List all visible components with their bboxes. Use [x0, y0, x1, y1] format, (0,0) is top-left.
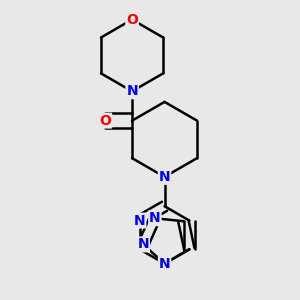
Text: N: N — [126, 84, 138, 98]
Text: N: N — [159, 256, 170, 271]
Text: N: N — [134, 214, 146, 228]
Text: O: O — [99, 114, 111, 128]
Text: N: N — [159, 170, 170, 184]
Text: O: O — [126, 13, 138, 27]
Text: N: N — [149, 211, 161, 225]
Text: N: N — [137, 237, 149, 251]
